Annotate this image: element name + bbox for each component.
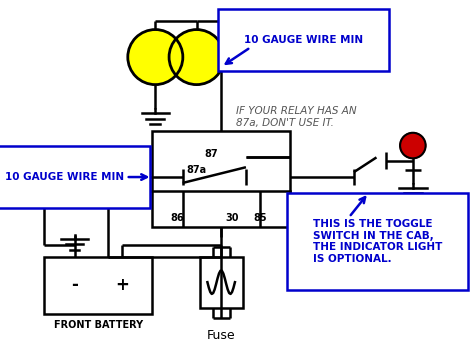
Circle shape (128, 29, 183, 84)
Bar (152, 131, 290, 227)
Text: Fuse: Fuse (207, 329, 236, 342)
Text: 30: 30 (225, 213, 238, 223)
Circle shape (169, 29, 224, 84)
Text: FRONT BATTERY: FRONT BATTERY (54, 320, 143, 329)
Text: 10 GAUGE WIRE MIN: 10 GAUGE WIRE MIN (5, 172, 124, 182)
Circle shape (400, 133, 426, 158)
Text: THIS IS THE TOGGLE
SWITCH IN THE CAB,
THE INDICATOR LIGHT
IS OPTIONAL.: THIS IS THE TOGGLE SWITCH IN THE CAB, TH… (312, 219, 442, 264)
Text: -: - (71, 276, 78, 294)
Bar (200, 257, 243, 308)
Text: 85: 85 (253, 213, 266, 223)
Bar (44, 257, 152, 313)
Text: +: + (115, 276, 129, 294)
Text: 10 GAUGE WIRE MIN: 10 GAUGE WIRE MIN (244, 36, 363, 45)
Text: 86: 86 (170, 213, 184, 223)
Text: IF YOUR RELAY HAS AN
87a, DON'T USE IT.: IF YOUR RELAY HAS AN 87a, DON'T USE IT. (236, 106, 356, 128)
Text: 87: 87 (205, 149, 219, 159)
Text: 87a: 87a (187, 165, 207, 175)
